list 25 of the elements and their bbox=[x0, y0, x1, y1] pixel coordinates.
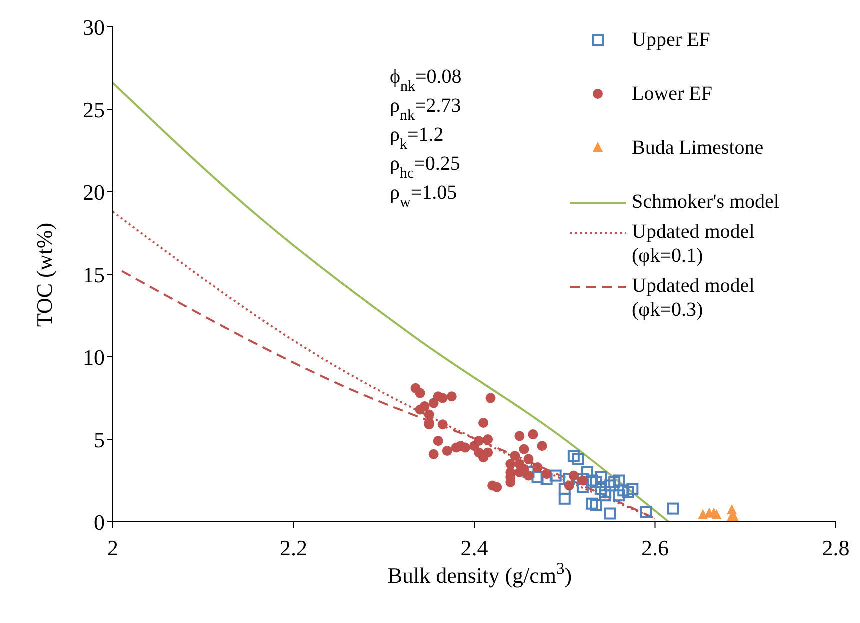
annotation: ρ$_{nk}$=2.73 bbox=[390, 95, 462, 124]
x-tick-label: 2.8 bbox=[822, 536, 850, 561]
legend-label: Updated model (φk=0.1) bbox=[632, 220, 756, 268]
legend-label: Lower EF bbox=[632, 82, 714, 106]
y-tick-label: 10 bbox=[83, 344, 105, 370]
y-tick-label: 0 bbox=[94, 510, 105, 535]
x-tick-label: 2.2 bbox=[280, 536, 308, 561]
annotation: ρ$_{hc}$=0.25 bbox=[390, 153, 460, 182]
x-tick-label: 2 bbox=[108, 536, 118, 561]
legend-label: Schmoker's model bbox=[632, 190, 780, 214]
annotation: ρ$_{w}$=1.05 bbox=[390, 182, 458, 211]
y-tick-label: 15 bbox=[83, 262, 105, 288]
y-tick-label: 5 bbox=[94, 427, 105, 452]
y-tick-label: 20 bbox=[83, 180, 105, 205]
y-tick-label: 25 bbox=[83, 97, 105, 122]
annotation: ϕ$_{nk}$=0.08 bbox=[390, 66, 462, 95]
x-axis-title: Bulk density (g/cm$^{3}$) bbox=[388, 558, 572, 588]
x-tick-label: 2.6 bbox=[642, 536, 669, 561]
y-tick-label: 30 bbox=[83, 14, 105, 40]
x-tick-label: 2.4 bbox=[460, 536, 488, 561]
annotation: ρ$_{k}$=1.2 bbox=[390, 124, 444, 153]
y-axis-title: TOC (wt%) bbox=[32, 222, 57, 328]
legend-label: Updated model (φk=0.3) bbox=[632, 274, 756, 322]
legend-label: Upper EF bbox=[632, 28, 712, 52]
legend-label: Buda Limestone bbox=[632, 136, 765, 160]
